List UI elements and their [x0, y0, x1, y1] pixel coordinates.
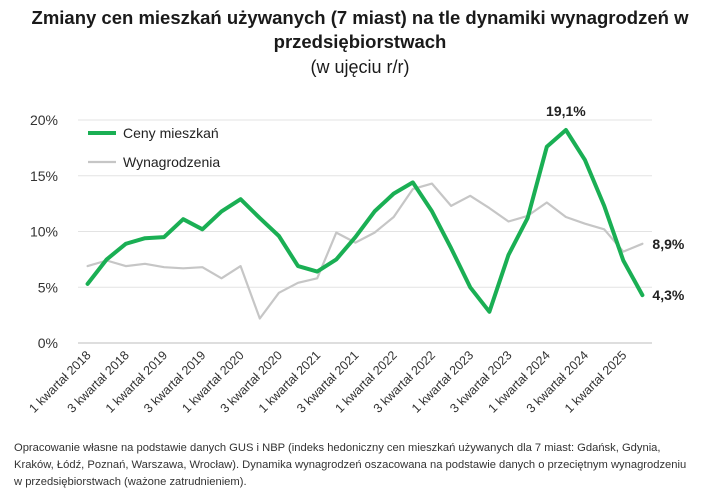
y-tick-label: 5% — [38, 279, 58, 295]
y-tick-label: 0% — [38, 335, 58, 351]
chart-title: Zmiany cen mieszkań używanych (7 miast) … — [31, 7, 689, 52]
series-line-wynagrodzenia — [86, 182, 644, 320]
chart-title-block: Zmiany cen mieszkań używanych (7 miast) … — [0, 6, 720, 79]
y-tick-label: 15% — [30, 168, 58, 184]
legend-label: Wynagrodzenia — [123, 154, 220, 170]
y-tick-label: 10% — [30, 224, 58, 240]
series-line-ceny-mieszkan — [85, 128, 645, 314]
y-tick-label: 20% — [30, 112, 58, 128]
data-label: 4,3% — [652, 287, 684, 303]
legend-label: Ceny mieszkań — [123, 125, 219, 141]
data-label: 19,1% — [546, 103, 586, 119]
chart-subtitle: (w ujęciu r/r) — [310, 57, 410, 77]
data-label: 8,9% — [652, 236, 684, 252]
source-footnote: Opracowanie własne na podstawie danych G… — [14, 442, 687, 488]
